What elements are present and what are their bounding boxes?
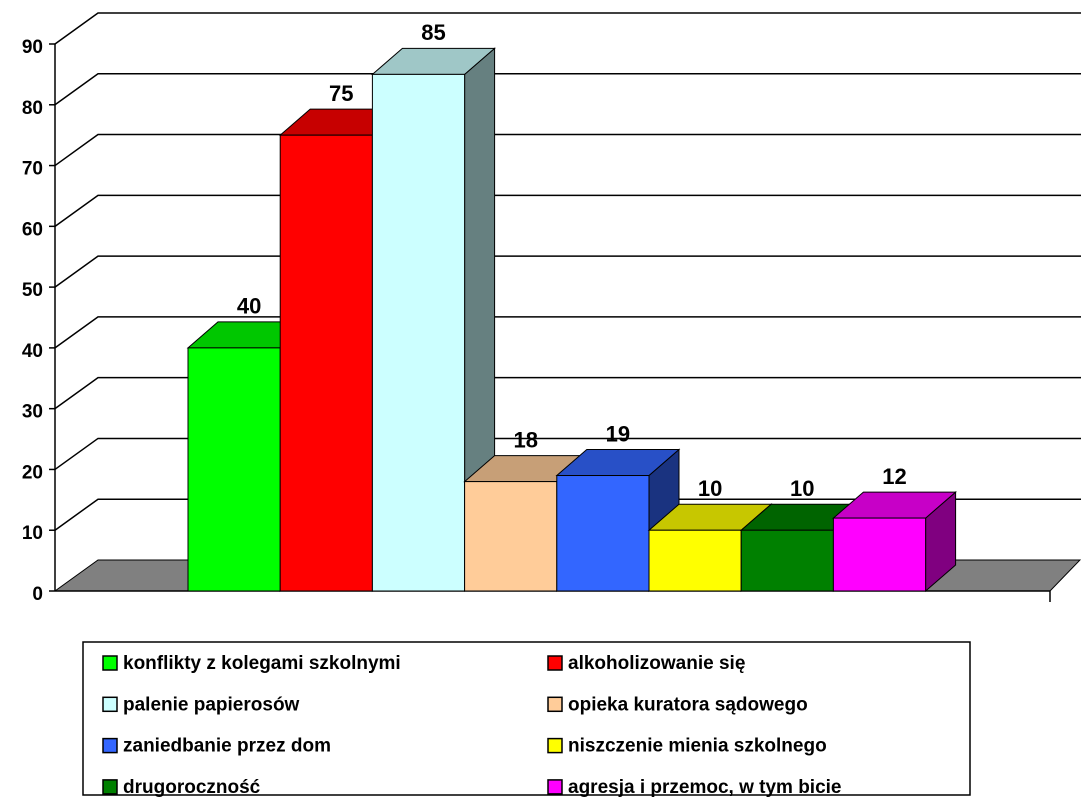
bar-front	[648, 529, 742, 592]
value-label: 40	[237, 294, 261, 319]
legend-label: alkoholizowanie się	[568, 653, 745, 674]
y-tick-label: 0	[32, 584, 43, 605]
grid-line	[54, 498, 1081, 531]
legend-swatch	[547, 737, 563, 754]
bar-front	[740, 529, 834, 592]
legend-swatch	[102, 655, 118, 671]
y-tick-label: 70	[22, 159, 43, 180]
value-label: 19	[606, 421, 630, 446]
bar-front	[371, 73, 466, 592]
grid-line	[54, 194, 1081, 227]
y-tick-label: 30	[22, 402, 43, 423]
bar	[371, 47, 496, 593]
grid-line	[54, 437, 1081, 471]
legend-swatch	[102, 696, 118, 713]
bar-front	[279, 134, 373, 592]
legend-swatch	[102, 737, 118, 754]
value-label: 10	[698, 476, 722, 501]
legend-swatch	[102, 779, 118, 795]
y-tick-label: 20	[22, 462, 43, 483]
grid-line	[54, 73, 1081, 106]
legend-swatch	[547, 779, 563, 795]
grid-line	[54, 376, 1081, 410]
y-tick-label: 40	[22, 341, 43, 362]
value-label: 18	[513, 427, 537, 452]
value-label: 85	[421, 20, 445, 45]
legend-label: niszczenie mienia szkolnego	[568, 736, 827, 757]
legend-label: agresja i przemoc, w tym bicie	[568, 777, 842, 798]
bar-front	[556, 475, 650, 592]
grid-line	[54, 12, 1081, 45]
grid-line	[54, 133, 1081, 167]
legend-label: konflikty z kolegami szkolnymi	[123, 653, 401, 674]
bar	[832, 490, 957, 593]
bar-front	[187, 347, 281, 592]
grid-line	[54, 316, 1081, 349]
legend-label: opieka kuratora sądowego	[568, 694, 808, 715]
value-label: 12	[882, 464, 906, 489]
y-tick-label: 80	[22, 98, 43, 119]
grid-line	[54, 255, 1081, 288]
legend-label: zaniedbanie przez dom	[123, 736, 331, 757]
legend-swatch	[547, 655, 563, 671]
legend-label: palenie papierosów	[123, 694, 300, 715]
y-tick-label: 50	[22, 280, 43, 301]
y-tick-label: 90	[22, 37, 43, 58]
y-tick-label: 10	[22, 523, 43, 544]
value-label: 75	[329, 81, 353, 106]
legend-box	[82, 641, 971, 796]
value-label: 10	[790, 476, 814, 501]
legend-label: drugoroczność	[123, 777, 261, 798]
legend-swatch	[547, 696, 563, 713]
bar-front	[464, 481, 558, 592]
y-tick-label: 60	[22, 219, 43, 240]
bar-front	[832, 517, 927, 592]
